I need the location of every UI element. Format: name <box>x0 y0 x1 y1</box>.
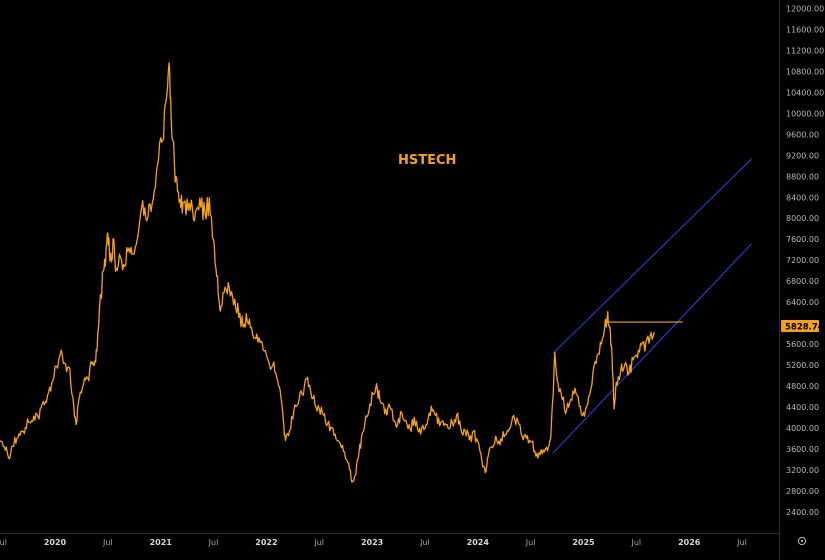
y-tick-label: 7200.00 <box>786 256 819 265</box>
x-tick-label-year: 2023 <box>361 538 383 547</box>
x-tick-label-year: 2022 <box>255 538 277 547</box>
y-tick-label: 4800.00 <box>786 382 819 391</box>
chart-title: HSTECH <box>398 153 456 168</box>
y-tick-label: 9200.00 <box>786 151 819 160</box>
x-tick-label-year: 2024 <box>467 538 490 547</box>
x-tick-label-month: Jul <box>419 538 430 547</box>
y-tick-label: 5200.00 <box>786 361 819 370</box>
y-tick-label: 11600.00 <box>786 25 824 34</box>
x-tick-label-month: Jul <box>208 538 219 547</box>
gear-icon-center <box>800 539 804 543</box>
x-tick-label-year: 2025 <box>572 538 595 547</box>
y-tick-label: 5600.00 <box>786 340 819 349</box>
y-tick-label: 10000.00 <box>786 109 824 118</box>
y-tick-label: 2800.00 <box>786 487 819 496</box>
last-price-label: 5828.74 <box>781 320 824 333</box>
x-tick-label-year: 2020 <box>44 538 67 547</box>
x-tick-label-month: Jul <box>102 538 113 547</box>
y-tick-label: 4400.00 <box>786 403 819 412</box>
y-tick-label: 10800.00 <box>786 67 824 76</box>
y-tick-label: 2400.00 <box>786 508 819 517</box>
trend-channel-line-2[interactable] <box>552 243 752 454</box>
chart-settings-button[interactable] <box>797 536 807 546</box>
plot-area[interactable] <box>0 62 752 483</box>
price-series-line[interactable] <box>0 62 655 483</box>
time-axis-panel <box>0 533 779 560</box>
price-axis[interactable]: 2400.00 2800.00 3200.00 3600.00 4000.00 4400.… <box>786 4 824 517</box>
last-price-text: 5828.74 <box>785 323 824 333</box>
y-tick-label: 10400.00 <box>786 88 824 97</box>
y-tick-label: 8400.00 <box>786 193 819 202</box>
trend-channel-line-1[interactable] <box>552 158 752 354</box>
gear-icon <box>797 536 807 546</box>
x-tick-label-year: 2021 <box>150 538 173 547</box>
time-axis[interactable]: Jul 2020 Jul 2021 Jul 2022 Jul 2023 Jul 2024 Jul 20… <box>0 538 747 547</box>
x-tick-label-month: Jul <box>525 538 536 547</box>
last-price-box <box>781 320 819 332</box>
y-tick-label: 7600.00 <box>786 235 819 244</box>
x-tick-label-month: Jul <box>0 538 7 547</box>
y-tick-label: 6400.00 <box>786 298 819 307</box>
y-tick-label: 12000.00 <box>786 4 824 13</box>
y-tick-label: 11200.00 <box>786 46 824 55</box>
y-tick-label: 8000.00 <box>786 214 819 223</box>
x-tick-label-year: 2026 <box>678 538 701 547</box>
y-tick-label: 3200.00 <box>786 466 819 475</box>
y-tick-label: 4000.00 <box>786 424 819 433</box>
x-tick-label-month: Jul <box>313 538 324 547</box>
y-tick-label: 6800.00 <box>786 277 819 286</box>
x-tick-label-month: Jul <box>736 538 747 547</box>
y-tick-label: 3600.00 <box>786 445 819 454</box>
y-tick-label: 9600.00 <box>786 130 819 139</box>
x-tick-label-month: Jul <box>630 538 641 547</box>
y-tick-label: 8800.00 <box>786 172 819 181</box>
